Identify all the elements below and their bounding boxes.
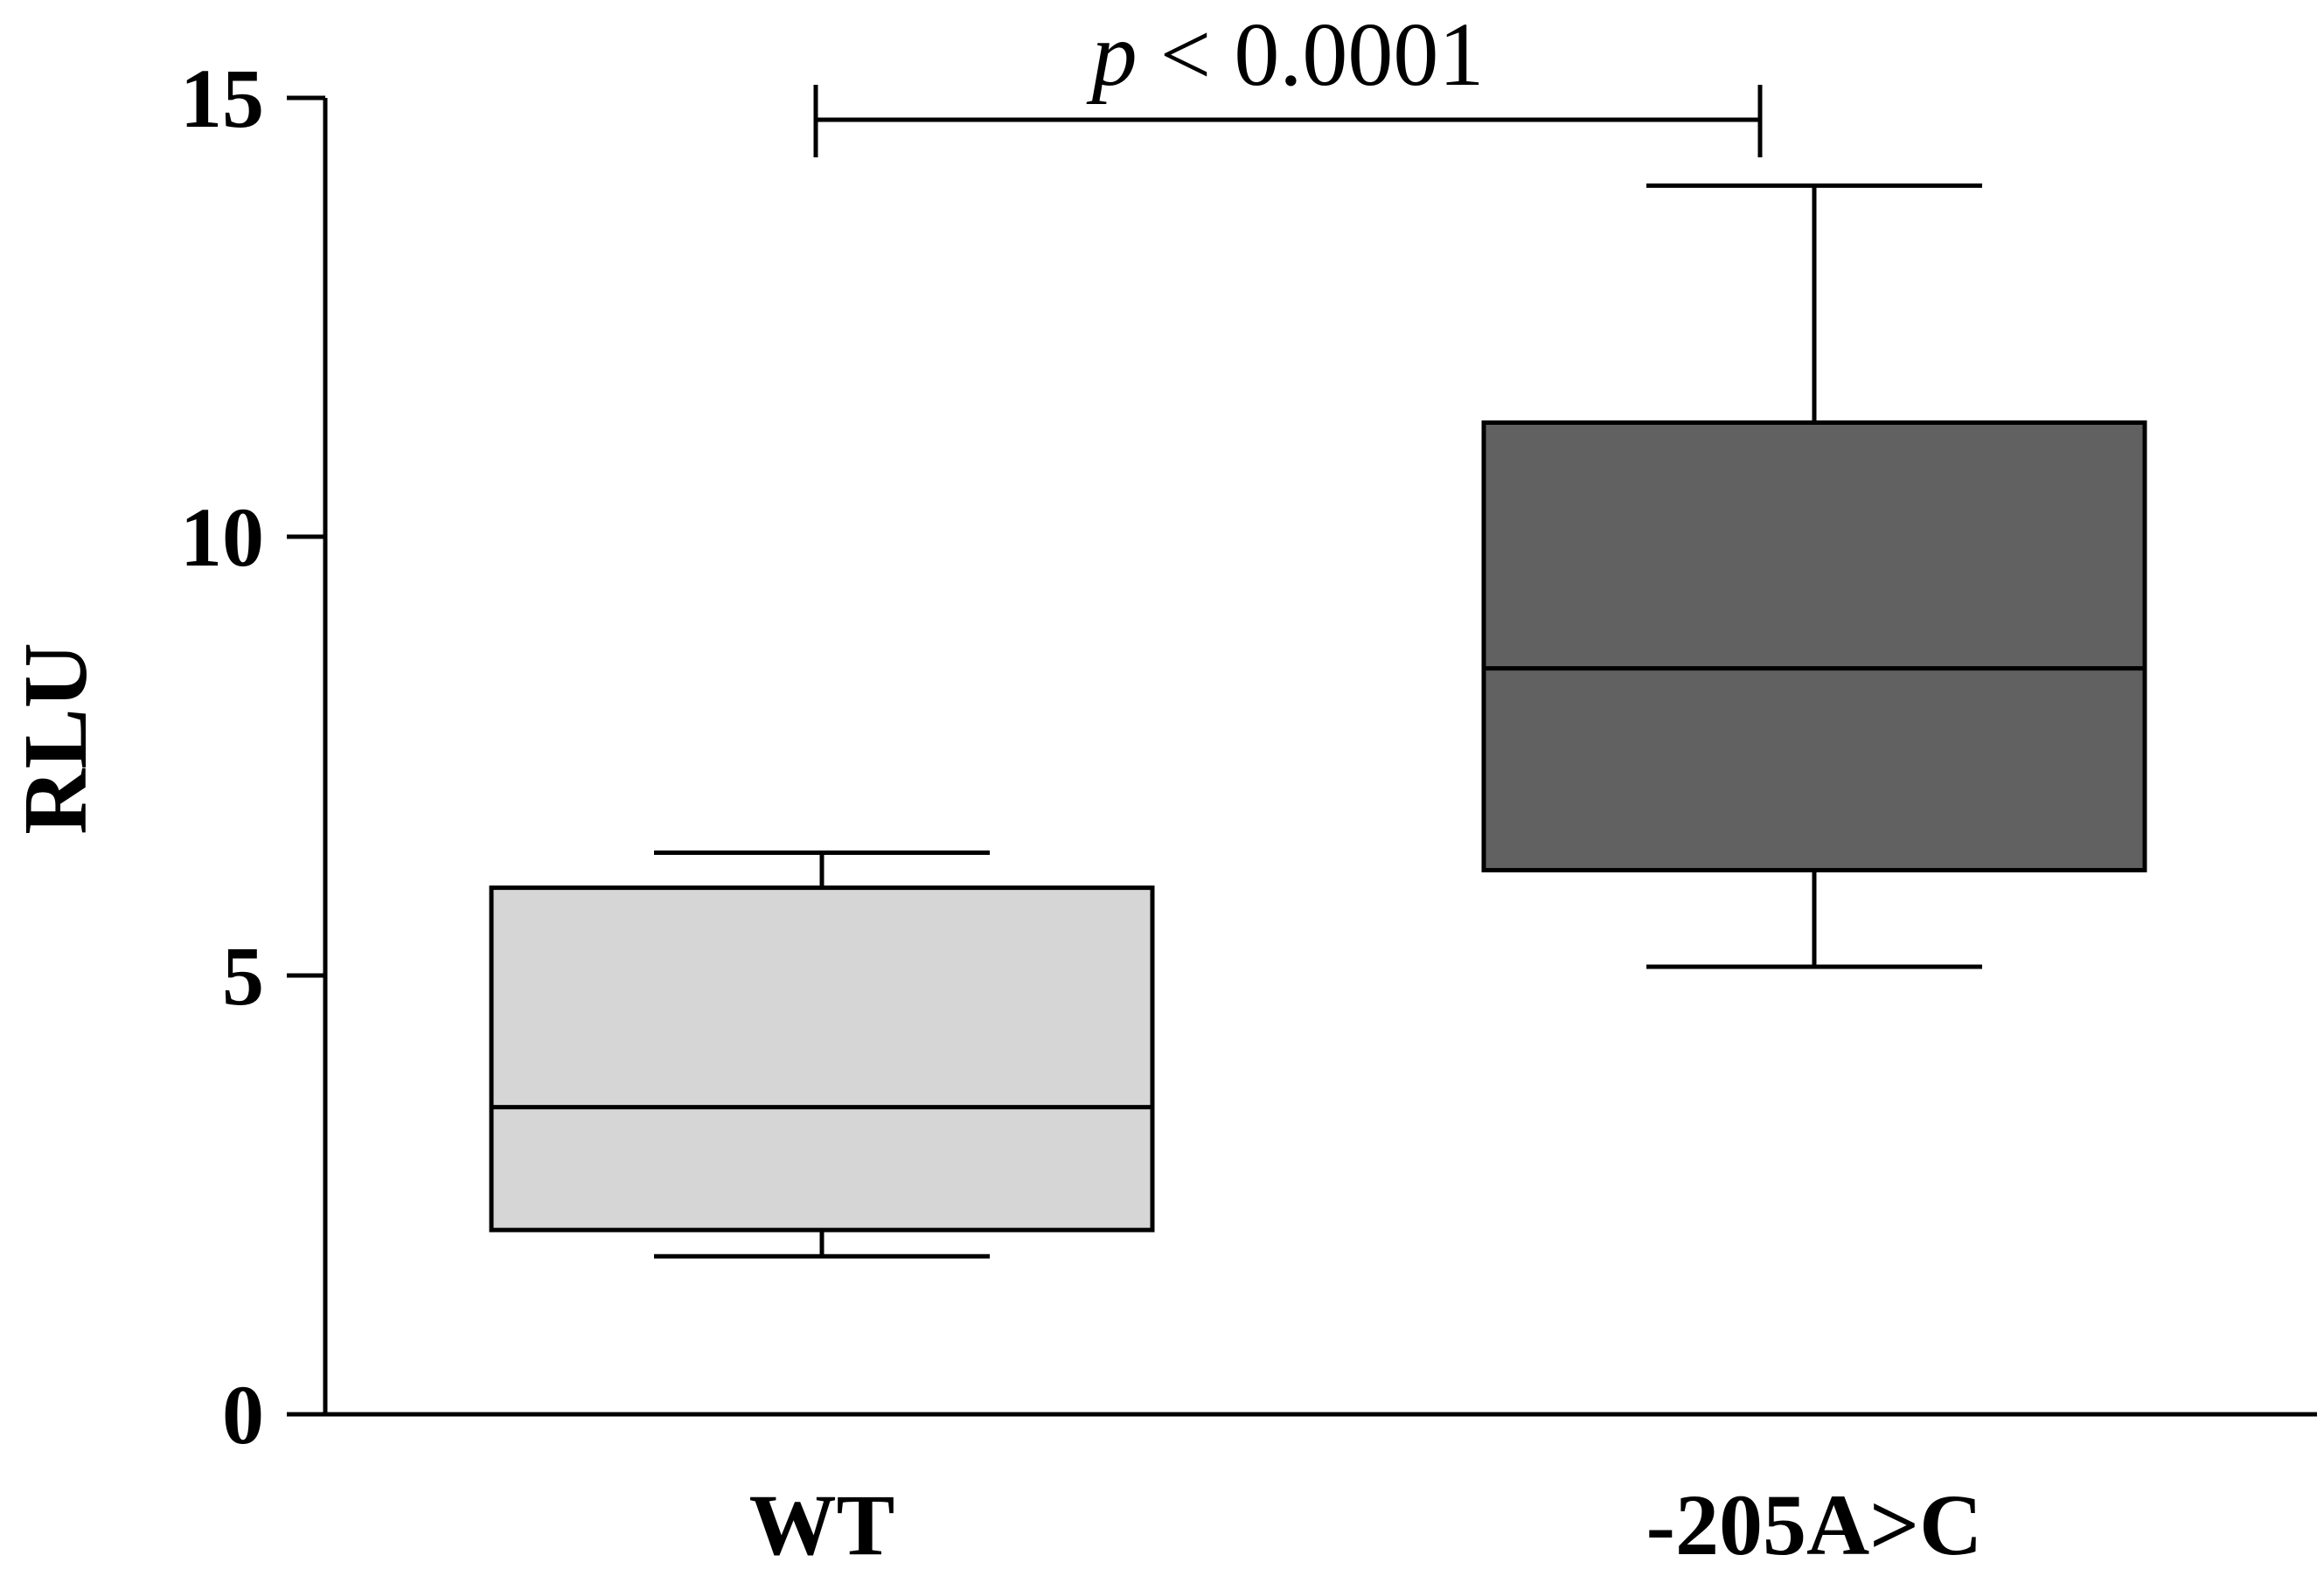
box-iqr (1481, 420, 2147, 873)
p-value-text: p < 0.0001 (1086, 4, 1485, 105)
y-tick-label: 0 (222, 1368, 264, 1461)
category-label: WT (749, 1476, 895, 1573)
y-tick-label: 15 (180, 52, 264, 145)
axes: 0 5 10 15 (180, 52, 2317, 1461)
box-group (489, 850, 1155, 1259)
y-ticks: 0 5 10 15 (180, 52, 325, 1461)
p-value: < 0.0001 (1138, 4, 1485, 105)
category-labels: WT -205A>C (749, 1476, 1983, 1573)
significance-annotation: p < 0.0001 (813, 4, 1763, 157)
y-tick-label: 5 (222, 929, 264, 1023)
y-axis-title: RLU (5, 642, 106, 835)
category-label: -205A>C (1646, 1476, 1983, 1573)
box-group (1481, 183, 2147, 969)
y-tick-label: 10 (180, 490, 264, 584)
p-symbol: p (1086, 4, 1138, 105)
boxes (489, 183, 2147, 1259)
box-iqr (489, 885, 1155, 1232)
